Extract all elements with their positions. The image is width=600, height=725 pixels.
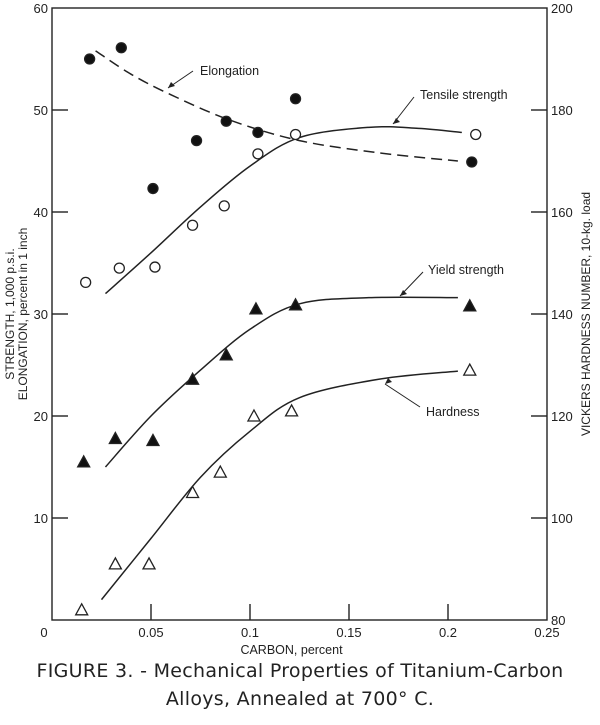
hardness-point [185,485,200,499]
tensile-strength-point [186,219,199,231]
yield-strength-point [145,433,161,447]
tensile-strength-point [218,200,230,212]
yield-strength-point [219,347,234,361]
elongation-label: Elongation [200,64,259,78]
elongation-point [252,126,264,139]
y-tick-label: 50 [34,103,48,118]
y-tick-label: 40 [34,205,48,220]
elongation-point [220,115,232,127]
yield-strength-point [76,454,91,468]
y2-tick-label: 160 [551,205,573,220]
caption-line-1: FIGURE 3. - Mechanical Properties of Tit… [36,660,564,682]
yield-strength-curve [104,296,458,468]
elongation-arrowhead-icon [168,82,175,88]
tensile-strength-point [113,262,125,274]
yield-strength-point [108,431,123,445]
x-tick-label: 0.15 [336,625,361,640]
chart: 0 0.05 0.1 0.15 0.2 0.25 CARBON, percent 10 20 30… [3,1,593,657]
elongation-point [83,53,96,65]
y2-tick-label: 140 [551,307,573,322]
y2-tick-label: 120 [551,409,573,424]
hardness-label: Hardness [426,405,480,419]
elongation-point [289,93,302,105]
yield-strength-point [288,297,303,311]
hardness-point [462,362,477,376]
yield-strength-point [185,371,200,385]
x-tick-label: 0.2 [439,625,457,640]
x-tick-label: 0 [40,625,47,640]
hardness-curve [100,370,458,601]
y-axis-label-line-2: ELONGATION, percent in 1 inch [16,228,30,401]
x-tick-label: 0.25 [534,625,559,640]
x-tick-label: 0.1 [241,625,259,640]
y2-tick-label: 180 [551,103,573,118]
hardness-point [74,602,89,616]
tensile-strength-point [149,261,161,273]
hardness-point [108,556,123,570]
yield-strength-arrowhead-icon [400,290,407,296]
tensile-strength-point [289,128,302,141]
elongation-curve [95,50,458,162]
y2-tick-label: 80 [551,613,565,628]
yield-strength-point [248,301,264,315]
tensile-strength-point [252,148,264,160]
yield-strength-label: Yield strength [428,263,504,277]
tensile-strength-label: Tensile strength [420,88,508,102]
hardness-point [246,408,262,422]
tensile-strength-curve [104,125,462,295]
x-axis-label: CARBON, percent [240,643,343,657]
y-axis-label-line-1: STRENGTH, 1,000 p.s.i. [3,248,17,379]
elongation-point [115,42,127,54]
y2-tick-label: 100 [551,511,573,526]
yield-strength-point [462,298,477,312]
y-tick-label: 30 [34,307,48,322]
tensile-strength-arrowhead-icon [393,118,400,124]
tensile-strength-point [80,276,92,289]
x-tick-label: 0.05 [138,625,163,640]
elongation-point [147,182,159,195]
tensile-strength-point [470,128,482,141]
elongation-point [190,134,203,147]
hardness-point [284,403,299,417]
hardness-point [213,464,228,478]
y2-tick-label: 200 [551,1,573,16]
caption-line-2: Alloys, Annealed at 700° C. [165,688,435,710]
y-tick-label: 60 [34,1,48,16]
hardness-point [141,556,157,570]
elongation-point [466,156,478,168]
hardness-leader-line [384,383,421,408]
y-tick-label: 10 [34,511,48,526]
y2-axis-label: VICKERS HARDNESS NUMBER, 10-kg. load [579,192,593,436]
hardness-arrowhead-icon [385,378,392,384]
y-tick-label: 20 [34,409,48,424]
